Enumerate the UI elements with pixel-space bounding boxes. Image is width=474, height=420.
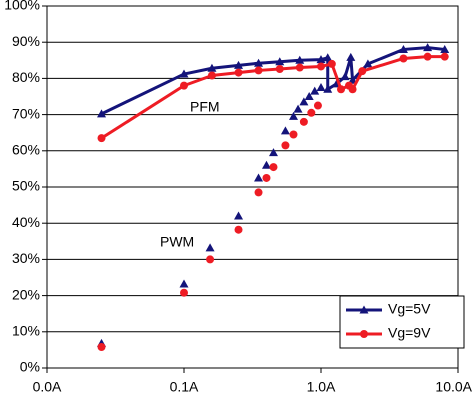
y-tick-label: 10% — [12, 323, 40, 339]
marker — [281, 141, 290, 150]
marker — [180, 81, 188, 90]
marker — [254, 188, 263, 197]
marker — [310, 86, 320, 95]
y-tick-label: 20% — [12, 286, 40, 302]
marker — [179, 69, 189, 78]
marker — [440, 44, 450, 53]
marker — [280, 126, 290, 135]
marker — [293, 104, 303, 113]
y-tick-label: 40% — [12, 214, 40, 230]
y-tick-label: 70% — [12, 105, 40, 121]
marker — [327, 59, 336, 68]
marker — [234, 60, 244, 69]
marker — [289, 111, 299, 120]
x-tick-label: 10.0A — [435, 379, 472, 395]
y-tick-label: 50% — [12, 178, 40, 194]
legend-label: Vg=9V — [388, 325, 431, 341]
marker — [348, 85, 357, 94]
marker — [358, 67, 367, 76]
series-line — [100, 46, 445, 116]
marker — [97, 109, 107, 118]
marker — [205, 243, 215, 252]
marker — [254, 58, 264, 67]
marker — [97, 343, 106, 352]
marker — [360, 330, 368, 338]
marker — [254, 66, 263, 75]
y-tick-label: 100% — [4, 0, 40, 13]
marker — [316, 55, 326, 64]
marker — [337, 85, 346, 94]
series-line — [100, 55, 445, 140]
marker — [180, 288, 188, 297]
marker — [323, 84, 333, 93]
legend: Vg=5V Vg=9V — [339, 295, 465, 349]
marker — [323, 53, 333, 62]
marker — [262, 173, 271, 182]
marker — [304, 92, 314, 100]
marker — [97, 134, 106, 143]
marker — [423, 43, 433, 52]
marker — [289, 130, 298, 139]
legend-label: Vg=5V — [388, 301, 431, 317]
marker — [359, 305, 369, 314]
marker — [275, 64, 284, 73]
y-tick-label: 90% — [12, 33, 40, 49]
y-tick-label: 0% — [20, 359, 40, 375]
annotation: PFM — [190, 99, 220, 115]
x-tick-label: 0.0A — [33, 379, 62, 395]
marker — [207, 71, 216, 80]
marker — [234, 211, 244, 220]
plot-frame — [46, 5, 459, 369]
annotation: PWM — [160, 234, 194, 250]
y-tick-label: 60% — [12, 142, 40, 158]
marker — [234, 68, 243, 77]
y-tick-label: 80% — [12, 69, 40, 85]
marker — [398, 44, 408, 53]
marker — [440, 52, 449, 61]
marker — [399, 54, 408, 63]
marker — [261, 160, 271, 169]
marker — [423, 52, 432, 61]
marker — [313, 101, 322, 110]
marker — [299, 97, 309, 106]
marker — [275, 57, 285, 66]
marker — [299, 117, 308, 126]
marker — [316, 82, 326, 91]
marker — [363, 59, 373, 68]
marker — [348, 75, 358, 84]
marker — [269, 163, 278, 172]
legend-box — [339, 295, 465, 349]
marker — [207, 63, 217, 72]
marker — [346, 52, 356, 61]
x-tick-label: 1.0A — [307, 379, 336, 395]
marker — [254, 173, 264, 182]
marker — [295, 63, 304, 72]
marker — [307, 108, 316, 117]
y-tick-label: 30% — [12, 250, 40, 266]
marker — [268, 148, 278, 157]
marker — [206, 255, 215, 264]
marker — [317, 62, 325, 71]
marker — [295, 55, 305, 64]
marker — [234, 225, 243, 234]
marker — [340, 72, 350, 81]
marker — [179, 279, 189, 288]
x-tick-label: 0.1A — [170, 379, 199, 395]
